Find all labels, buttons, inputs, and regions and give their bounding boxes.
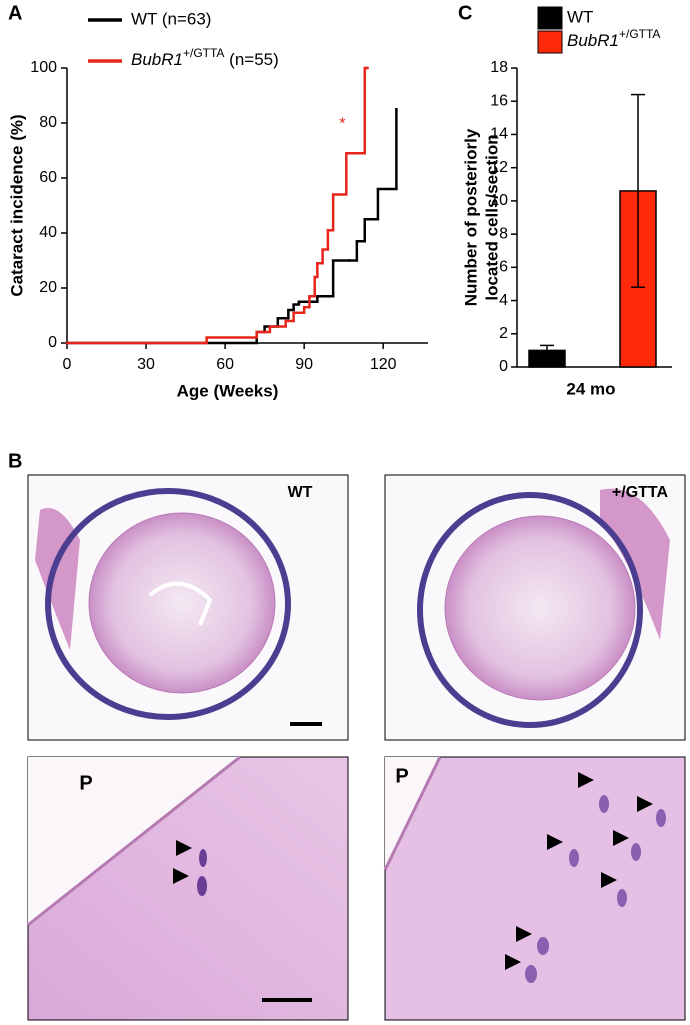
- retina: [417, 492, 643, 728]
- tissue: [600, 488, 670, 640]
- image-label: WT: [288, 484, 313, 501]
- y-tick-label: 14: [490, 126, 508, 143]
- y-tick-label: 40: [39, 224, 57, 241]
- panel-label: B: [8, 450, 22, 472]
- arrowheads: [173, 840, 192, 884]
- legend-swatch: [537, 30, 563, 54]
- annotation: *: [339, 115, 345, 132]
- y-tick-label: 2: [499, 325, 508, 342]
- lens-crack: [148, 581, 213, 626]
- nucleus: [199, 849, 207, 867]
- x-tick-label: 24 mo: [566, 379, 615, 398]
- y-tick-label: 18: [490, 59, 508, 76]
- y-tick-label: 80: [39, 114, 57, 131]
- y-tick-label: 20: [39, 279, 57, 296]
- legend-swatch: [537, 6, 563, 30]
- y-tick-label: 10: [490, 192, 508, 209]
- micrograph: +/GTTA: [384, 474, 686, 741]
- y-tick-label: 6: [499, 259, 508, 276]
- y-tick-label: 8: [499, 225, 508, 242]
- y-axis-label: Number of posteriorly: [461, 128, 480, 306]
- y-axis-label: located cells/section: [482, 134, 501, 300]
- lens: [88, 512, 276, 694]
- y-tick-label: 4: [499, 292, 508, 309]
- y-tick-label: 100: [30, 59, 57, 76]
- x-axis-label: Age (Weeks): [177, 381, 279, 400]
- nucleus: [197, 876, 207, 896]
- capsule: [383, 756, 442, 871]
- nuclei: [525, 795, 666, 983]
- legend-label: BubR1+/GTTA (n=55): [131, 46, 279, 69]
- y-tick-label: 0: [499, 358, 508, 375]
- micrograph: P: [383, 756, 686, 1021]
- legend-label: WT: [567, 7, 593, 26]
- x-tick-label: 30: [137, 356, 155, 373]
- capsule: [27, 755, 241, 927]
- y-tick-label: 16: [490, 92, 508, 109]
- image-label: P: [79, 772, 92, 794]
- micrograph: P: [27, 755, 349, 1021]
- lens: [444, 515, 636, 701]
- legend-label: BubR1+/GTTA: [567, 27, 660, 50]
- y-tick-label: 60: [39, 169, 57, 186]
- image-label: +/GTTA: [612, 484, 669, 501]
- y-tick-label: 12: [490, 159, 508, 176]
- panel-label: A: [8, 2, 22, 24]
- x-tick-label: 90: [295, 356, 313, 373]
- image-label: P: [395, 765, 408, 787]
- y-tick-label: 0: [48, 334, 57, 351]
- y-axis-label: Cataract incidence (%): [7, 114, 26, 296]
- x-tick-label: 60: [216, 356, 234, 373]
- panel-label: C: [458, 2, 472, 24]
- legend-label: WT (n=63): [131, 9, 211, 28]
- x-tick-label: 120: [370, 356, 397, 373]
- retina: [45, 488, 291, 720]
- x-tick-label: 0: [63, 356, 72, 373]
- micrograph: WT: [27, 474, 349, 741]
